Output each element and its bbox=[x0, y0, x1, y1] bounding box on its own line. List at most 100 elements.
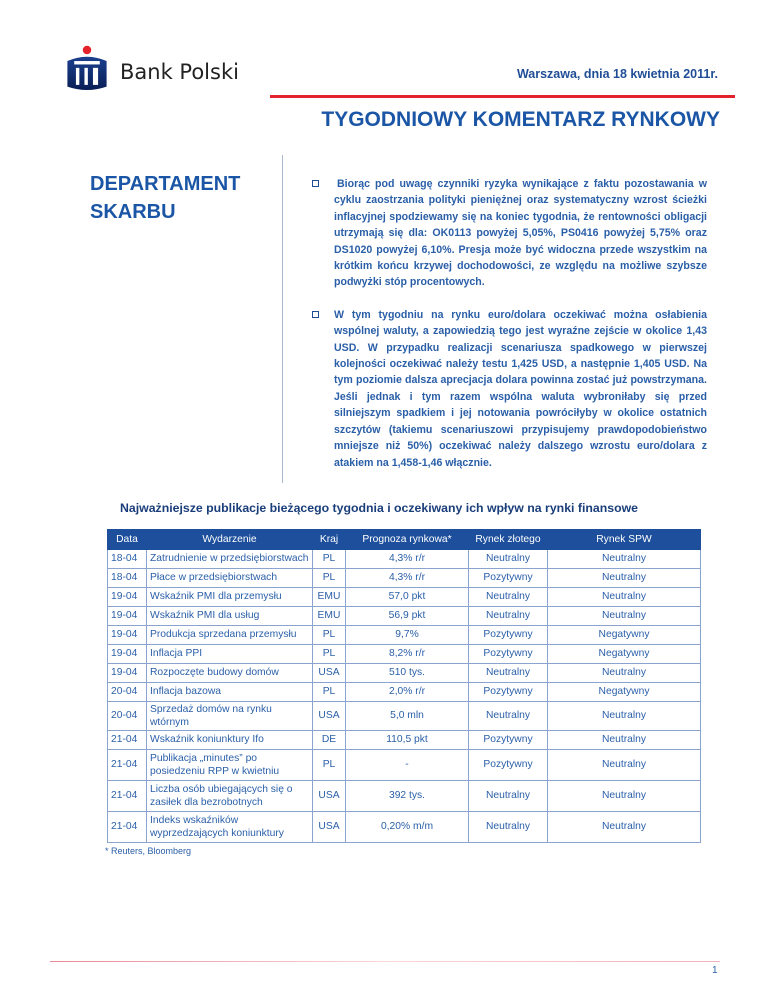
table-cell: Wskaźnik koniunktury Ifo bbox=[146, 729, 313, 750]
table-cell: 18-04 bbox=[107, 548, 147, 569]
column-header: Rynek złotego bbox=[468, 528, 548, 550]
table-cell: Neutralny bbox=[547, 779, 701, 812]
table-cell: Pozytywny bbox=[468, 567, 548, 588]
table-row: 19-04 Wskaźnik PMI dla przemysłu EMU 57,0 p… bbox=[107, 586, 701, 607]
table-cell: 21-04 bbox=[107, 810, 147, 843]
table-cell: Neutralny bbox=[468, 586, 548, 607]
table-cell: Zatrudnienie w przedsiębiorstwach bbox=[146, 548, 313, 569]
table-row: 21-04 Liczba osób ubiegających się o zasi… bbox=[107, 779, 701, 812]
table-cell: 510 tys. bbox=[345, 662, 469, 683]
checkbox-bullet-icon bbox=[312, 180, 319, 187]
column-header: Rynek SPW bbox=[547, 528, 701, 550]
commentary-column: Biorąc pod uwagę czynniki ryzyka wynikaj… bbox=[282, 155, 707, 483]
table-cell: Neutralny bbox=[547, 700, 701, 731]
table-cell: 19-04 bbox=[107, 662, 147, 683]
table-cell: Pozytywny bbox=[468, 681, 548, 702]
table-row: 20-04 Sprzedaż domów na rynku wtórnym USA 5… bbox=[107, 700, 701, 731]
table-cell: 19-04 bbox=[107, 605, 147, 626]
table-cell: PL bbox=[312, 624, 346, 645]
table-row: 19-04 Rozpoczęte budowy domów USA 510 tys. N… bbox=[107, 662, 701, 683]
table-cell: Neutralny bbox=[468, 779, 548, 812]
table-cell: Indeks wskaźników wyprzedzających koniun… bbox=[146, 810, 313, 843]
commentary-item: W tym tygodniu na rynku euro/dolara ocze… bbox=[283, 307, 707, 471]
table-cell: EMU bbox=[312, 605, 346, 626]
footer-divider bbox=[50, 961, 720, 962]
table-cell: Płace w przedsiębiorstwach bbox=[146, 567, 313, 588]
department-name: DEPARTAMENT SKARBU bbox=[90, 173, 241, 223]
page-title: TYGODNIOWY KOMENTARZ RYNKOWY bbox=[321, 108, 720, 131]
table-cell: Publikacja „minutes” po posiedzeniu RPP … bbox=[146, 748, 313, 781]
table-row: 19-04 Wskaźnik PMI dla usług EMU 56,9 pkt Ne… bbox=[107, 605, 701, 626]
table-cell: EMU bbox=[312, 586, 346, 607]
column-header: Data bbox=[107, 528, 147, 550]
table-cell: 9,7% bbox=[345, 624, 469, 645]
table-cell: Negatywny bbox=[547, 624, 701, 645]
table-cell: 110,5 pkt bbox=[345, 729, 469, 750]
table-cell: 4,3% r/r bbox=[345, 567, 469, 588]
table-row: 19-04 Produkcja sprzedana przemysłu PL 9,7%… bbox=[107, 624, 701, 645]
table-cell: Pozytywny bbox=[468, 624, 548, 645]
table-cell: Neutralny bbox=[547, 748, 701, 781]
table-cell: PL bbox=[312, 643, 346, 664]
table-cell: Neutralny bbox=[547, 662, 701, 683]
column-header: Wydarzenie bbox=[146, 528, 313, 550]
table-row: 21-04 Publikacja „minutes” po posiedzeniu… bbox=[107, 748, 701, 781]
table-cell: USA bbox=[312, 779, 346, 812]
table-cell: Negatywny bbox=[547, 643, 701, 664]
table-cell: Neutralny bbox=[468, 662, 548, 683]
table-cell: 21-04 bbox=[107, 779, 147, 812]
table-cell: - bbox=[345, 748, 469, 781]
table-cell: 21-04 bbox=[107, 748, 147, 781]
table-cell: Produkcja sprzedana przemysłu bbox=[146, 624, 313, 645]
paragraph-bonds: Biorąc pod uwagę czynniki ryzyka wynikaj… bbox=[334, 178, 707, 289]
table-cell: Neutralny bbox=[468, 700, 548, 731]
table-cell: 19-04 bbox=[107, 586, 147, 607]
table-cell: DE bbox=[312, 729, 346, 750]
table-cell: 56,9 pkt bbox=[345, 605, 469, 626]
paragraph-eurusd: W tym tygodniu na rynku euro/dolara ocze… bbox=[334, 308, 707, 469]
table-title: Najważniejsze publikacje bieżącego tygod… bbox=[120, 500, 638, 515]
table-cell: 19-04 bbox=[107, 624, 147, 645]
content-flow: Biorąc pod uwagę czynniki ryzyka wynikaj… bbox=[0, 155, 768, 856]
table-cell: PL bbox=[312, 681, 346, 702]
table-cell: PL bbox=[312, 567, 346, 588]
table-cell: PL bbox=[312, 548, 346, 569]
table-cell: Neutralny bbox=[547, 810, 701, 843]
table-row: 19-04 Inflacja PPI PL 8,2% r/r Pozytywny Nega… bbox=[107, 643, 701, 664]
table-cell: Neutralny bbox=[468, 605, 548, 626]
pko-logo bbox=[67, 45, 107, 90]
table-cell: 0,20% m/m bbox=[345, 810, 469, 843]
table-row: 18-04 Płace w przedsiębiorstwach PL 4,3% r/… bbox=[107, 567, 701, 588]
table-cell: 2,0% r/r bbox=[345, 681, 469, 702]
table-cell: 5,0 mln bbox=[345, 700, 469, 731]
table-cell: USA bbox=[312, 662, 346, 683]
table-cell: Pozytywny bbox=[468, 748, 548, 781]
table-cell: Neutralny bbox=[547, 586, 701, 607]
table-cell: 19-04 bbox=[107, 643, 147, 664]
table-cell: Neutralny bbox=[547, 605, 701, 626]
table-row: 18-04 Zatrudnienie w przedsiębiorstwach PL… bbox=[107, 548, 701, 569]
document-date: Warszawa, dnia 18 kwietnia 2011r. bbox=[516, 67, 718, 81]
table-cell: Pozytywny bbox=[468, 729, 548, 750]
table-cell: Neutralny bbox=[547, 548, 701, 569]
table-row: 20-04 Inflacja bazowa PL 2,0% r/r Pozytywny N… bbox=[107, 681, 701, 702]
table-cell: 4,3% r/r bbox=[345, 548, 469, 569]
table-cell: USA bbox=[312, 700, 346, 731]
publications-section: Najważniejsze publikacje bieżącego tygod… bbox=[105, 500, 701, 856]
table-cell: 8,2% r/r bbox=[345, 643, 469, 664]
table-cell: Rozpoczęte budowy domów bbox=[146, 662, 313, 683]
table-cell: Neutralny bbox=[468, 810, 548, 843]
table-cell: 392 tys. bbox=[345, 779, 469, 812]
table-cell: Negatywny bbox=[547, 681, 701, 702]
table-cell: Inflacja bazowa bbox=[146, 681, 313, 702]
table-cell: 57,0 pkt bbox=[345, 586, 469, 607]
column-header: Prognoza rynkowa* bbox=[345, 528, 469, 550]
table-cell: PL bbox=[312, 748, 346, 781]
commentary-item: Biorąc pod uwagę czynniki ryzyka wynikaj… bbox=[283, 176, 707, 291]
table-cell: 18-04 bbox=[107, 567, 147, 588]
table-cell: Wskaźnik PMI dla przemysłu bbox=[146, 586, 313, 607]
table-header-row: Data Wydarzenie Kraj Prognoza rynkowa* Rynek… bbox=[107, 528, 701, 550]
page-number: 1 bbox=[712, 965, 718, 976]
table-cell: 21-04 bbox=[107, 729, 147, 750]
